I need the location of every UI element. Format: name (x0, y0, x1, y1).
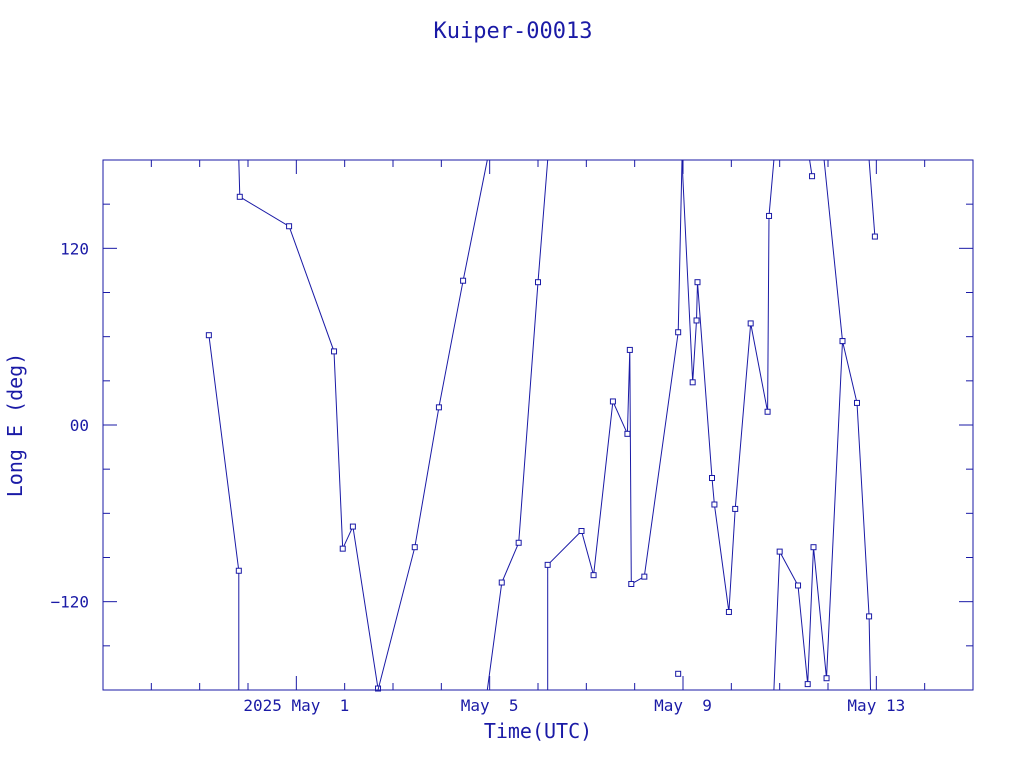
data-point (689, 379, 696, 386)
data-point (515, 539, 522, 546)
x-axis-label: Time(UTC) (484, 719, 592, 743)
x-tick-label: 2025 May 1 (243, 696, 349, 715)
series-line (208, 335, 240, 690)
tick-labels: 2025 May 1 May 5 May 9 May 13 120 00 −120 (50, 239, 905, 715)
y-tick-label: −120 (50, 593, 89, 612)
data-point (764, 408, 771, 415)
data-point (866, 613, 873, 620)
series-line (238, 159, 379, 690)
data-series (205, 159, 878, 692)
data-point (747, 320, 754, 327)
data-point (675, 329, 682, 336)
axis-ticks (102, 159, 974, 691)
data-point (339, 545, 346, 552)
data-point (331, 348, 338, 355)
data-point (675, 670, 682, 677)
data-point (693, 317, 700, 324)
data-point (628, 581, 635, 587)
y-axis-label: Long E (deg) (3, 353, 27, 498)
data-point (709, 475, 715, 481)
data-point (624, 430, 631, 437)
data-point (804, 681, 811, 688)
data-point (236, 193, 243, 200)
data-point (435, 404, 442, 411)
y-tick-label: 120 (60, 239, 89, 258)
series-line (681, 159, 775, 613)
data-point (460, 277, 467, 284)
data-point (732, 505, 739, 512)
data-point (641, 573, 648, 580)
data-point (711, 501, 718, 508)
data-point (286, 223, 293, 230)
y-tick-label: 00 (70, 416, 89, 435)
data-point (823, 675, 830, 682)
data-point (590, 572, 597, 579)
data-point (626, 346, 633, 353)
data-point (854, 399, 860, 406)
data-point (871, 233, 878, 240)
data-point (810, 544, 817, 551)
chart-title: Kuiper-00013 (434, 19, 593, 44)
data-point (809, 173, 816, 180)
series-line (823, 159, 843, 342)
data-point (578, 528, 585, 534)
data-point (609, 398, 616, 405)
series-line (547, 159, 683, 690)
x-tick-label: May 9 (654, 696, 712, 715)
series-line (868, 159, 876, 237)
data-point (205, 332, 212, 339)
data-point (795, 582, 802, 589)
data-point (839, 338, 846, 345)
data-point (725, 608, 732, 615)
data-point (411, 544, 418, 551)
series-line (377, 159, 488, 691)
x-tick-label: May 5 (461, 696, 519, 715)
data-point (694, 279, 701, 286)
data-point (776, 548, 783, 555)
plot-frame (102, 159, 974, 691)
x-tick-label: May 13 (847, 696, 905, 715)
data-point (349, 523, 356, 530)
data-point (235, 567, 242, 574)
series-line (486, 159, 549, 691)
data-point (544, 561, 551, 568)
data-point (766, 212, 773, 219)
data-point (535, 279, 541, 286)
data-point (498, 579, 505, 586)
series-line (773, 340, 871, 691)
